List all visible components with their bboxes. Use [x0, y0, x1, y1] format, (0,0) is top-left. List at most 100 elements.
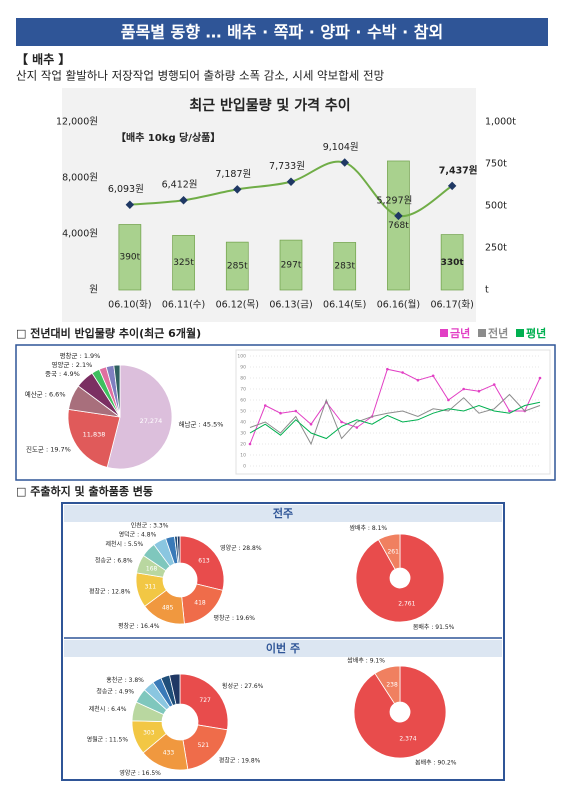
- y-tick-label: 60: [240, 398, 246, 404]
- legend-swatch: [440, 329, 448, 337]
- slice: [67, 408, 121, 468]
- bar: [118, 224, 142, 291]
- slice: [169, 673, 181, 705]
- slice: [353, 665, 447, 759]
- point: [355, 426, 359, 429]
- x-tick-label: 06.12(목): [216, 300, 259, 311]
- x-tick-label: 06.14(토): [323, 300, 366, 311]
- y-tick-label: 40: [240, 420, 246, 426]
- price-label: 6,093원: [108, 184, 144, 195]
- point: [431, 374, 435, 378]
- slice-label: 쌈배추 : 9.1%: [347, 657, 385, 665]
- section-title: □ 전년대비 반입물량 추이(최근 6개월): [16, 326, 201, 340]
- point: [477, 389, 481, 393]
- slice: [179, 535, 225, 591]
- y2-tick-label: t: [485, 285, 489, 296]
- marker: [447, 181, 457, 191]
- x-tick-label: 06.13(금): [269, 300, 312, 311]
- slice-value: 2,761: [398, 601, 415, 608]
- slice-label: 봄배추 : 90.2%: [415, 758, 457, 766]
- slice-label: 청송군 : 4.9%: [96, 687, 134, 695]
- slice-label: 봄배추 : 91.5%: [413, 623, 455, 631]
- x-tick-label: 06.16(월): [377, 299, 420, 311]
- bar-label: 297t: [281, 261, 302, 271]
- point: [462, 387, 465, 391]
- y-tick-label: 20: [240, 442, 246, 448]
- slice-value: 27,274: [140, 417, 163, 425]
- point: [309, 422, 313, 426]
- point: [416, 378, 420, 382]
- summary: 산지 작업 활발하나 저장작업 병행되어 출하량 소폭 감소, 시세 약보합세 …: [16, 69, 385, 83]
- price-label: 7,437원: [439, 164, 478, 176]
- section-title: □ 주출하지 및 출하품종 변동: [16, 484, 153, 498]
- point: [508, 409, 511, 413]
- slice-value: 303: [143, 729, 155, 736]
- legend-swatch: [478, 329, 486, 337]
- y-tick-label: 80: [240, 376, 246, 382]
- slice-value: 485: [162, 604, 174, 611]
- marker: [286, 177, 296, 186]
- marker: [233, 185, 242, 194]
- x-tick-label: 06.17(화): [430, 300, 473, 311]
- slice-label: 영월군 : 11.5%: [87, 736, 129, 744]
- slice-label: 평창군 : 19.8%: [219, 756, 261, 764]
- y2-tick-label: 500t: [485, 201, 507, 212]
- slice-value: 727: [199, 697, 211, 704]
- panel-title: 이번 주: [266, 641, 300, 655]
- bar-label: 390t: [119, 253, 140, 263]
- slice-label: 영양군 : 28.8%: [220, 544, 262, 552]
- point: [492, 383, 496, 386]
- marker: [340, 158, 349, 167]
- x-tick-label: 06.11(수): [162, 300, 205, 311]
- bar: [387, 160, 410, 291]
- legend-label: 전년: [488, 326, 508, 340]
- bar-label: 325t: [173, 258, 194, 268]
- point: [386, 367, 389, 371]
- slice-label: 제천시 : 5.5%: [106, 540, 144, 548]
- chart-note: 【배추 10kg 당/상품】: [116, 131, 220, 144]
- y-tick-label: 0: [243, 464, 246, 470]
- panel-header: [64, 640, 502, 657]
- slice-label: 평창군 : 19.6%: [213, 614, 255, 622]
- bar: [279, 239, 303, 291]
- point: [248, 442, 252, 446]
- slice-label: 평창군 : 16.4%: [118, 622, 160, 630]
- bar-label: 768t: [388, 221, 409, 231]
- bar-label: 285t: [227, 262, 248, 272]
- slice-label: 청송군 : 6.8%: [95, 557, 133, 565]
- slice-value: 613: [198, 558, 210, 565]
- y2-tick-label: 250t: [485, 243, 507, 254]
- slice: [179, 673, 229, 731]
- slice: [377, 533, 401, 570]
- slice-label: 영양군 : 2.1%: [52, 360, 93, 369]
- point: [279, 411, 282, 415]
- slice: [355, 533, 445, 623]
- bar: [172, 235, 195, 291]
- marker: [394, 211, 403, 221]
- slice-label: 평창군 : 1.9%: [60, 351, 101, 360]
- marker: [125, 200, 135, 209]
- slice-label: 홍천군 : 3.8%: [106, 676, 144, 684]
- slice-label: 제천시 : 6.4%: [89, 705, 127, 713]
- slice-label: 중국 : 4.9%: [45, 370, 80, 378]
- point: [263, 404, 267, 407]
- slice-value: 168: [146, 565, 158, 572]
- slice-value: 433: [163, 749, 175, 756]
- bar-label: 330t: [441, 258, 465, 268]
- slice-value: 311: [145, 584, 157, 591]
- slice-label: 평창군 : 12.8%: [89, 588, 131, 596]
- legend-label: 금년: [450, 326, 470, 340]
- slice-label: 예산군 : 6.6%: [25, 389, 66, 398]
- y2-tick-label: 750t: [485, 159, 507, 170]
- y-tick-label: 8,000원: [62, 173, 98, 184]
- point: [340, 420, 343, 424]
- series-line: [249, 401, 541, 440]
- chart-title: 최근 반입물량 및 가격 추이: [189, 97, 350, 114]
- slice: [113, 364, 121, 418]
- header-bar: [16, 18, 548, 46]
- slice-value: 238: [386, 682, 398, 689]
- price-label: 7,733원: [269, 161, 305, 172]
- series-line: [249, 368, 541, 445]
